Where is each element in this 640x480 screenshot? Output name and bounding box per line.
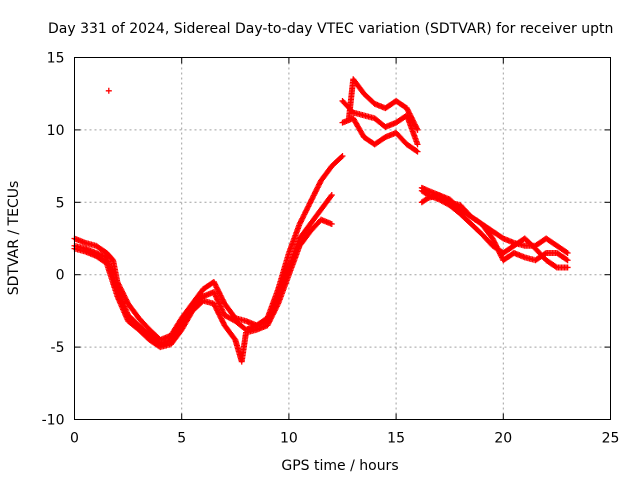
data-point [338,153,345,160]
y-axis: -10 -5 0 5 10 15 [42,51,611,429]
x-tick-label: 20 [494,431,512,447]
data-point [231,335,238,342]
data-point [414,141,421,148]
x-axis: 0 5 10 15 20 25 [70,57,620,447]
y-tick-label: 0 [56,268,65,284]
chart-title: Day 331 of 2024, Sidereal Day-to-day VTE… [48,21,613,37]
data-point [563,256,570,263]
x-tick-label: 15 [387,431,405,447]
data-point [105,87,112,94]
series-track-e [339,97,421,148]
y-tick-label: 5 [56,195,65,211]
plot-frame [74,57,611,420]
y-tick-label: -10 [42,413,65,429]
y-tick-label: 10 [47,123,65,139]
data-point [414,126,421,133]
data-point [339,152,346,159]
grid-lines [74,57,611,420]
data-point [564,249,571,256]
data-point [413,147,420,154]
data-point [564,264,571,271]
series-track-a [71,152,346,343]
y-tick-label: 15 [47,51,65,67]
data-point [328,221,335,228]
data-point [328,192,335,199]
data-point [327,193,334,200]
data-marks [71,76,571,365]
data-point [552,263,559,270]
y-axis-label: SDTVAR / TECUs [6,181,22,296]
series-track-i [418,187,571,271]
x-axis-label: GPS time / hours [281,458,398,474]
x-tick-label: 0 [70,431,79,447]
series-track-f [339,115,421,155]
x-tick-label: 10 [280,431,298,447]
y-tick-label: -5 [51,340,65,356]
data-point [414,148,421,155]
x-tick-label: 25 [602,431,620,447]
data-point [564,257,571,264]
series-track-c [71,216,335,365]
x-tick-label: 5 [177,431,186,447]
data-point [563,249,570,256]
series-outlier [105,87,112,94]
